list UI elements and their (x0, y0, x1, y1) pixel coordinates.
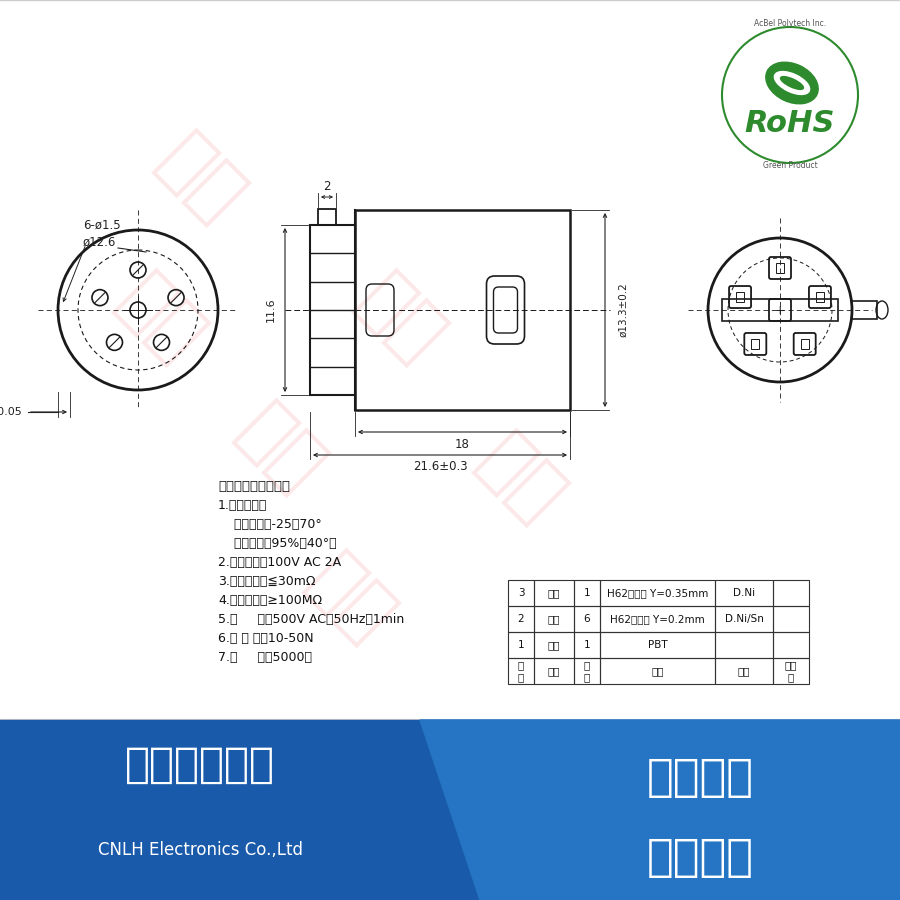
Text: 1.2±0.05: 1.2±0.05 (0, 407, 23, 417)
Text: 序
号: 序 号 (518, 661, 524, 682)
Text: AcBel Polytech Inc.: AcBel Polytech Inc. (754, 19, 826, 28)
Text: D.Ni/Sn: D.Ni/Sn (724, 614, 763, 624)
Text: +: + (775, 303, 786, 317)
Text: 21.6±0.3: 21.6±0.3 (413, 461, 467, 473)
Bar (715, 632, 773, 658)
Bar (0, 720, 900, 900)
Text: H62黄铜带 Y=0.35mm: H62黄铜带 Y=0.35mm (607, 588, 708, 598)
Bar (355, 210, 570, 410)
Circle shape (730, 35, 850, 155)
Text: 铜套: 铜套 (548, 588, 560, 598)
Text: 领华: 领华 (295, 544, 405, 655)
Bar (508, 632, 534, 658)
Bar (715, 658, 773, 684)
Text: Green Product: Green Product (762, 160, 817, 169)
Bar (508, 606, 534, 632)
Text: CNLH Electronics Co.,Ltd: CNLH Electronics Co.,Ltd (97, 841, 302, 859)
Text: ø12.6: ø12.6 (83, 236, 116, 248)
Bar (574, 580, 600, 606)
Text: 3: 3 (518, 588, 525, 598)
Text: 5.耐     压：500V AC（50Hz）1min: 5.耐 压：500V AC（50Hz）1min (218, 613, 404, 626)
Text: H62黄铜带 Y=0.2mm: H62黄铜带 Y=0.2mm (610, 614, 705, 624)
Bar (534, 606, 574, 632)
Text: 6-ø1.5: 6-ø1.5 (83, 219, 121, 231)
Bar (508, 580, 534, 606)
Text: 1: 1 (518, 640, 525, 650)
Bar (600, 658, 715, 684)
Polygon shape (420, 720, 900, 900)
Text: 1: 1 (584, 640, 590, 650)
Text: 相对湿度：95%（40°）: 相对湿度：95%（40°） (218, 537, 337, 550)
Text: PBT: PBT (648, 640, 667, 650)
Text: 领华: 领华 (105, 265, 215, 375)
Text: 2: 2 (323, 181, 331, 194)
Text: 温州领华电子: 温州领华电子 (125, 744, 275, 786)
Bar (600, 606, 715, 632)
Text: 6: 6 (584, 614, 590, 624)
Bar (534, 580, 574, 606)
Text: 主要技术特性要求：: 主要技术特性要求： (218, 480, 290, 493)
Bar (600, 580, 715, 606)
Text: 11.6: 11.6 (266, 298, 276, 322)
Text: D.Ni: D.Ni (733, 588, 755, 598)
Text: 追求品质: 追求品质 (646, 757, 753, 799)
Bar (852, 301, 877, 319)
Text: RoHS: RoHS (745, 109, 835, 138)
Ellipse shape (774, 72, 810, 94)
Bar (773, 606, 809, 632)
Ellipse shape (780, 76, 804, 89)
Text: 数
量: 数 量 (584, 661, 590, 682)
Text: 18: 18 (455, 437, 470, 451)
Text: 1.使用条件：: 1.使用条件： (218, 499, 267, 512)
Bar (318, 209, 336, 225)
Text: 处理: 处理 (738, 666, 751, 676)
Bar (574, 632, 600, 658)
Bar (310, 225, 355, 395)
Text: 领华: 领华 (345, 265, 455, 375)
Bar (773, 632, 809, 658)
Text: 插针: 插针 (548, 614, 560, 624)
Text: 领华: 领华 (145, 125, 255, 235)
Text: 创造价値: 创造价値 (646, 836, 753, 879)
Text: 基座: 基座 (548, 640, 560, 650)
Bar (574, 658, 600, 684)
Bar (600, 632, 715, 658)
Bar (534, 658, 574, 684)
Text: 领华: 领华 (225, 395, 335, 505)
Text: 环境温度：-25～70°: 环境温度：-25～70° (218, 518, 322, 531)
Bar (508, 658, 534, 684)
Text: 1: 1 (584, 588, 590, 598)
Bar (723, 299, 838, 321)
Bar (715, 580, 773, 606)
Text: 2: 2 (518, 614, 525, 624)
Text: 单件
质: 单件 质 (785, 661, 797, 682)
Text: 材料: 材料 (652, 666, 664, 676)
Bar (715, 606, 773, 632)
Bar (773, 658, 809, 684)
Bar (534, 632, 574, 658)
Bar (773, 580, 809, 606)
Text: 6.插 拔 力：10-50N: 6.插 拔 力：10-50N (218, 632, 313, 645)
Text: 名称: 名称 (548, 666, 560, 676)
Text: 3.接触电阱：≦30mΩ: 3.接触电阱：≦30mΩ (218, 575, 316, 588)
Text: 7.寿     命：5000次: 7.寿 命：5000次 (218, 651, 312, 664)
Text: 4.绕缘电阱：≥100MΩ: 4.绕缘电阱：≥100MΩ (218, 594, 322, 607)
Ellipse shape (766, 62, 818, 104)
Text: 领华: 领华 (465, 425, 575, 536)
Text: 2.额定负荷：100V AC 2A: 2.额定负荷：100V AC 2A (218, 556, 341, 569)
Bar (574, 606, 600, 632)
Text: ø13.3±0.2: ø13.3±0.2 (618, 283, 628, 338)
